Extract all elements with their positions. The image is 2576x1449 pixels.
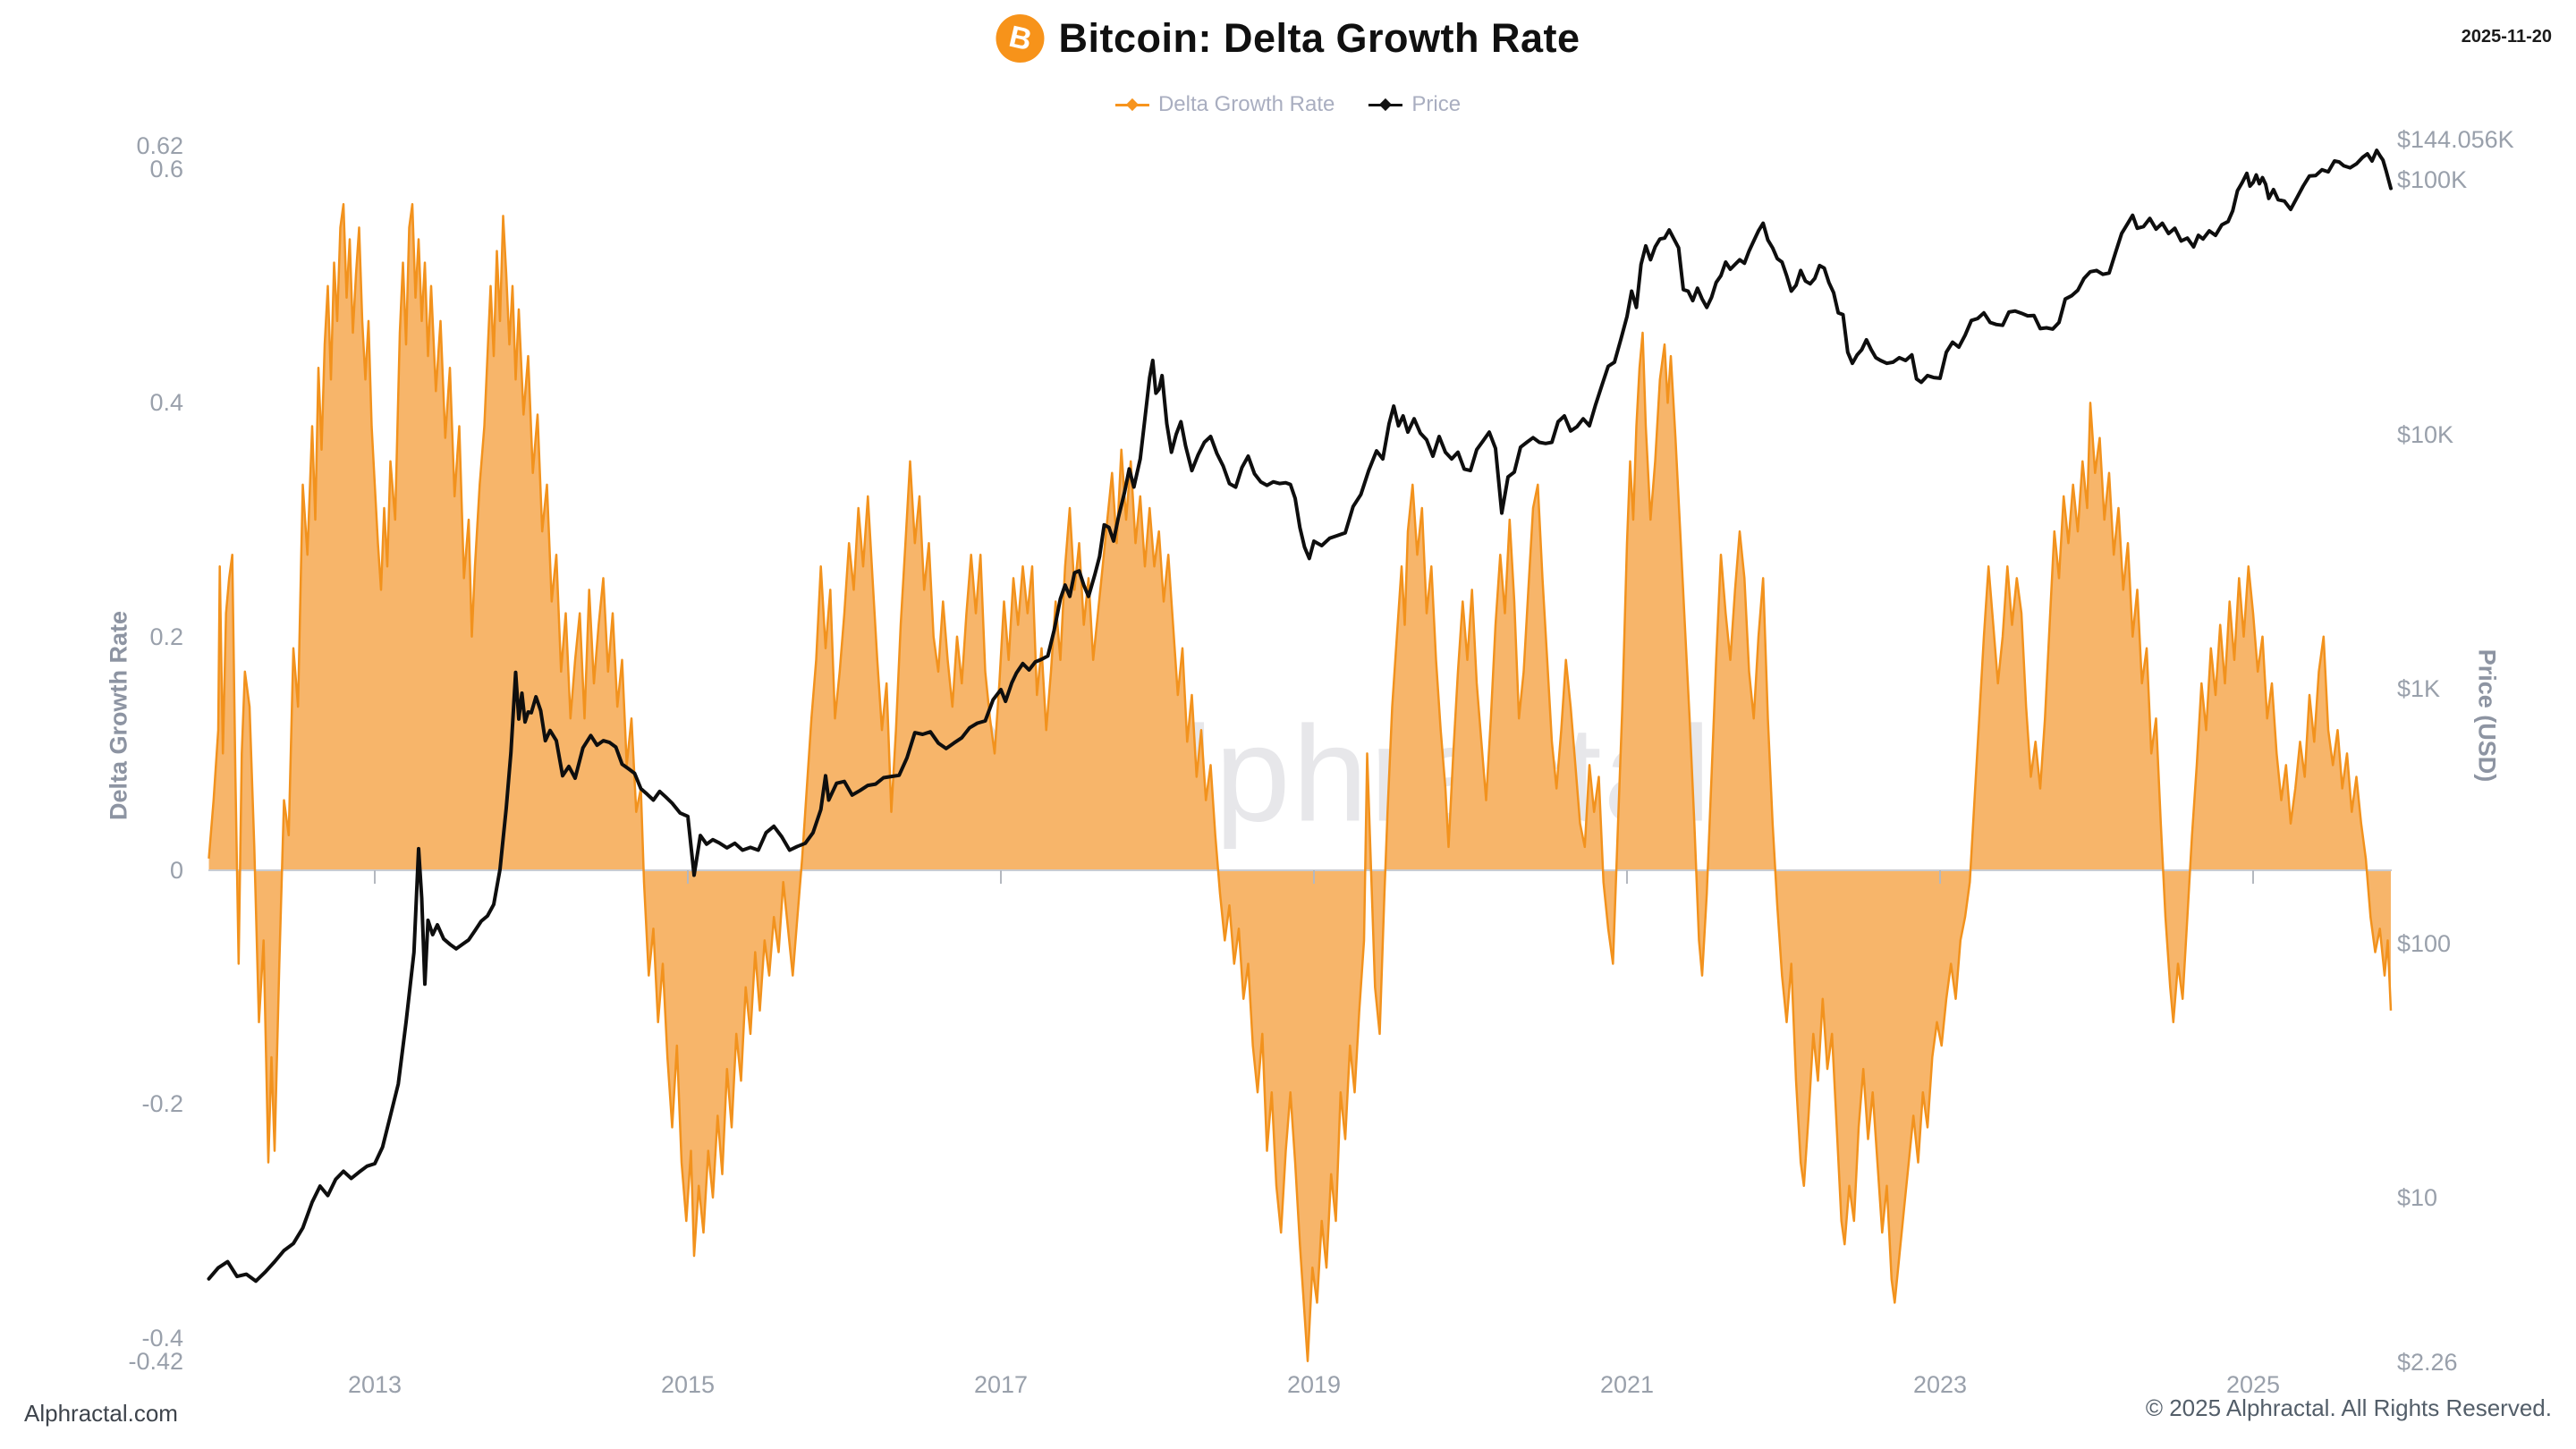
footer-copyright: © 2025 Alphractal. All Rights Reserved. xyxy=(2145,1394,2552,1421)
date-label: 2025-11-20 xyxy=(2461,27,2552,47)
legend-marker-delta-icon xyxy=(1114,97,1149,112)
legend-item-delta-growth-rate[interactable]: Delta Growth Rate xyxy=(1114,92,1335,117)
footer-site-link[interactable]: Alphractal.com xyxy=(24,1400,178,1427)
delta-axis-tick-label: -0.2 xyxy=(141,1090,183,1118)
delta-growth-rate-line xyxy=(208,203,2393,1362)
page-title: Bitcoin: Delta Growth Rate xyxy=(1058,15,1580,61)
x-axis-tick-label: 2021 xyxy=(1599,1371,1655,1398)
legend-label: Delta Growth Rate xyxy=(1157,92,1335,116)
price-axis-tick-label: $10 xyxy=(2397,1184,2438,1211)
chart-header: B Bitcoin: Delta Growth Rate xyxy=(996,14,1580,63)
bitcoin-icon: B xyxy=(996,14,1045,63)
x-axis-tick-label: 2019 xyxy=(1286,1371,1342,1398)
legend-marker-price-icon xyxy=(1368,97,1403,112)
bitcoin-glyph: B xyxy=(1005,19,1035,57)
price-axis-tick-label: $10K xyxy=(2397,420,2454,448)
delta-axis-tick-label: 0 xyxy=(169,857,183,884)
delta-axis-tick-label: 0.4 xyxy=(149,389,183,417)
delta-axis-tick-label: -0.4 xyxy=(141,1324,183,1352)
price-axis-tick-label: $2.26 xyxy=(2397,1348,2458,1376)
legend: Delta Growth Rate Price xyxy=(1114,92,1461,117)
delta-axis-tick-label: 0.62 xyxy=(136,131,183,159)
legend-label: Price xyxy=(1411,92,1462,116)
right-axis-title: Price (USD) xyxy=(2473,648,2501,783)
price-axis-tick-label: $100 xyxy=(2397,929,2452,957)
price-axis-tick-label: $100K xyxy=(2397,166,2468,193)
x-axis-tick-label: 2017 xyxy=(973,1371,1029,1398)
x-axis-tick-label: 2015 xyxy=(660,1371,716,1398)
x-axis-tick-label: 2025 xyxy=(2225,1371,2281,1398)
delta-growth-rate-area xyxy=(208,204,2391,1361)
x-axis-tick-label: 2013 xyxy=(347,1371,402,1398)
legend-item-price[interactable]: Price xyxy=(1368,92,1461,117)
delta-axis-tick-label: 0.2 xyxy=(149,623,183,650)
delta-axis-tick-label: -0.42 xyxy=(128,1347,183,1375)
x-axis-tick-label: 2023 xyxy=(1912,1371,1968,1398)
price-axis-tick-label: $1K xyxy=(2397,675,2441,702)
delta-axis-tick-label: 0.6 xyxy=(149,156,183,183)
price-line xyxy=(207,148,2393,1284)
price-axis-tick-label: $144.056K xyxy=(2397,125,2514,153)
